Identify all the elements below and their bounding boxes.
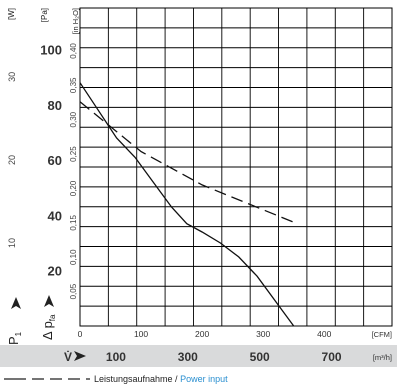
- flow-axis-arrow-icon: [74, 351, 86, 361]
- pressure-pa-tick-label: 100: [40, 42, 62, 57]
- pressure-pa-tick-label: 80: [48, 98, 62, 113]
- power-tick-label: 30: [7, 72, 17, 82]
- legend: Leistungsaufnahme / Power input: [0, 373, 397, 387]
- pressure-inh2o-tick-label: 0,25: [69, 146, 78, 162]
- pressure-pa-tick-label: 40: [48, 208, 62, 223]
- pressure-inh2o-tick-label: 0,15: [69, 215, 78, 231]
- m3h-tick-label: 700: [322, 350, 342, 364]
- power-unit-label: [W]: [7, 8, 16, 20]
- power-symbol-subscript: 1: [14, 331, 23, 336]
- power-tick-label: 20: [7, 155, 17, 165]
- m3h-tick-label: 100: [106, 350, 126, 364]
- pressure-pa-tick-label: 20: [48, 264, 62, 279]
- pressure-symbol: Δ pfa: [40, 314, 57, 340]
- pressure-inh2o-unit-label: [in H₂O]: [71, 8, 80, 34]
- m3h-tick-label: 500: [250, 350, 270, 364]
- legend-label-en: Power input: [180, 374, 228, 384]
- cfm-tick-label: 300: [256, 329, 270, 339]
- pressure-inh2o-tick-label: 0,20: [69, 180, 78, 196]
- plot-frame: [79, 7, 393, 327]
- pressure-pa-unit-label: [Pa]: [40, 8, 49, 22]
- pressure-axis-arrow-icon: [44, 295, 54, 307]
- pressure-symbol-subscript: fa: [48, 314, 57, 321]
- cfm-unit-label: [CFM]: [372, 330, 392, 339]
- cfm-tick-label: 0: [78, 329, 83, 339]
- power-axis-arrow-icon: [11, 297, 21, 309]
- pressure-inh2o-tick-label: 0,30: [69, 111, 78, 127]
- power-tick-label: 10: [7, 238, 17, 248]
- m3h-unit-label: [m³/h]: [373, 353, 392, 362]
- power-symbol: P1: [6, 331, 23, 345]
- pressure-inh2o-tick-label: 0,35: [69, 77, 78, 93]
- pressure-inh2o-tick-label: 0,05: [69, 283, 78, 299]
- legend-label-de: Leistungsaufnahme /: [94, 374, 178, 384]
- m3h-tick-label: 300: [178, 350, 198, 364]
- legend-line-sample: [4, 378, 90, 380]
- cfm-tick-label: 100: [134, 329, 148, 339]
- flow-axis-band: [0, 345, 397, 367]
- pressure-inh2o-tick-label: 0,40: [69, 43, 78, 59]
- flow-symbol: V̇: [64, 349, 72, 364]
- pressure-curve: [79, 82, 295, 327]
- cfm-tick-label: 200: [195, 329, 209, 339]
- pressure-pa-tick-label: 60: [48, 153, 62, 168]
- cfm-tick-label: 400: [317, 329, 331, 339]
- power-input-curve: [79, 101, 294, 223]
- pressure-inh2o-tick-label: 0,10: [69, 249, 78, 265]
